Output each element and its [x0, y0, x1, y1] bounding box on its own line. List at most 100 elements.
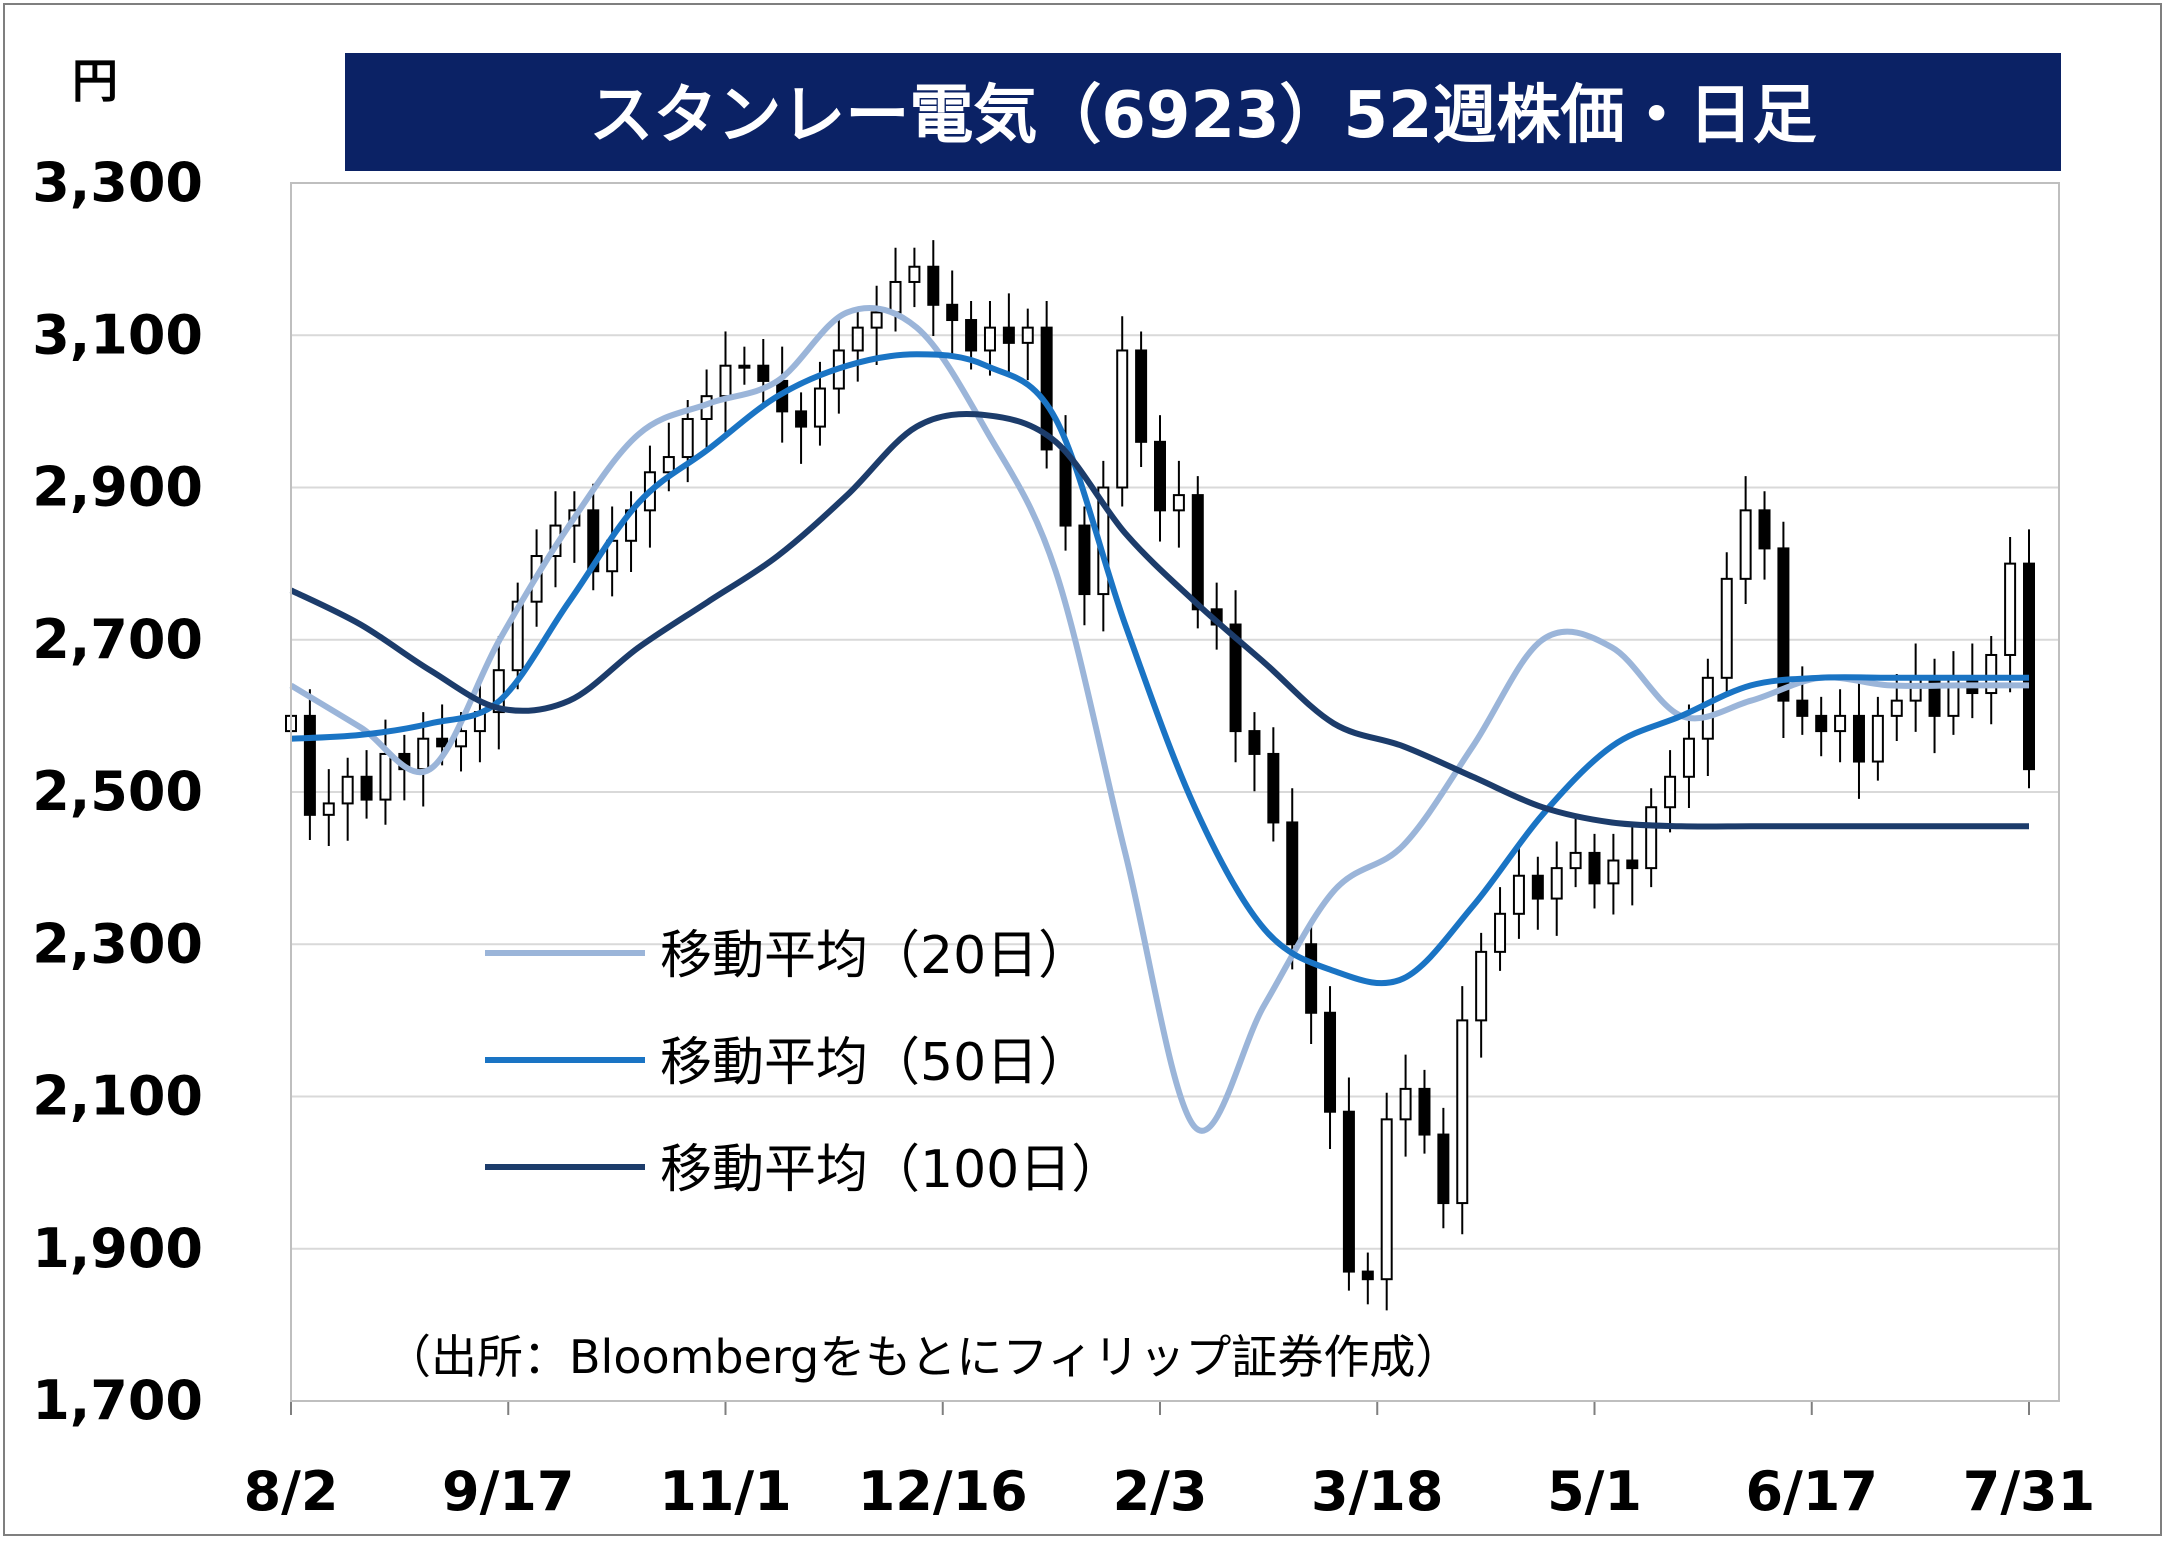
candle-body [1720, 577, 1733, 679]
candle-body [1871, 714, 1884, 763]
candle-body [1172, 494, 1185, 512]
y-tick-label: 2,700 [32, 608, 203, 671]
candle-body [813, 387, 826, 428]
y-tick-label: 1,900 [32, 1217, 203, 1280]
candle-body [1361, 1270, 1374, 1281]
candle-body [1305, 943, 1318, 1014]
candle-body [2023, 562, 2035, 771]
candle-body [492, 669, 505, 714]
candle-body [983, 326, 996, 352]
candle-body [1229, 623, 1242, 733]
candle-body [360, 775, 373, 801]
y-tick-label: 2,500 [32, 760, 203, 823]
candle-body [1494, 912, 1507, 953]
x-tick-label: 7/31 [1963, 1460, 2095, 1523]
candle-body [1116, 349, 1129, 489]
candle-body [1267, 752, 1280, 824]
candle-body [379, 752, 392, 801]
legend: 移動平均（20日） 移動平均（50日） 移動平均（100日） [485, 926, 1123, 1200]
candle-body [1021, 326, 1034, 344]
candle-body [511, 600, 524, 672]
candle-body [681, 417, 694, 459]
candle-body [1664, 775, 1677, 809]
source-note: （出所：Bloombergをもとにフィリップ証券作成） [385, 1330, 1461, 1384]
candle-body [719, 364, 732, 398]
candle-body [322, 802, 335, 816]
candle-body [1002, 326, 1015, 344]
x-tick-label: 8/2 [244, 1460, 339, 1523]
x-axis-ticks: 8/2 9/17 11/1 12/16 2/3 3/18 5/1 6/17 7/31 [244, 1401, 2095, 1523]
x-tick-label: 2/3 [1113, 1460, 1208, 1523]
candle-body [1569, 851, 1582, 870]
y-tick-label: 2,300 [32, 912, 203, 975]
candle-body [417, 737, 430, 771]
candle-body [1852, 714, 1865, 763]
candle-body [1815, 714, 1828, 733]
candle-body [1399, 1087, 1412, 1121]
legend-label-ma100: 移動平均（100日） [660, 1140, 1123, 1200]
candle-body [738, 364, 751, 369]
chart-title: スタンレー電気（6923）52週株価・日足 [589, 79, 1816, 153]
y-tick-label: 1,700 [32, 1369, 203, 1432]
candlesticks [285, 240, 2035, 1311]
candle-body [662, 456, 675, 474]
chart-frame: スタンレー電気（6923）52週株価・日足 円 3,300 3,100 2,900 2… [3, 3, 2162, 1536]
candle-body [1796, 699, 1809, 717]
y-tick-label: 3,300 [32, 151, 203, 214]
candle-body [1248, 730, 1261, 755]
gridlines [291, 182, 2059, 1402]
candle-body [1418, 1087, 1431, 1136]
ma100-line [289, 411, 2029, 830]
moving-average-lines [289, 305, 2029, 1134]
y-axis-ticks: 3,300 3,100 2,900 2,700 2,500 2,300 2,100 1,900… [32, 151, 203, 1432]
candle-body [1588, 851, 1601, 885]
candle-body [1758, 509, 1771, 550]
x-tick-label: 5/1 [1547, 1460, 1642, 1523]
legend-label-ma50: 移動平均（50日） [660, 1033, 1090, 1093]
x-tick-label: 6/17 [1746, 1460, 1878, 1523]
candle-body [1626, 859, 1639, 870]
candle-body [1777, 547, 1790, 702]
y-tick-label: 3,100 [32, 303, 203, 366]
candle-body [1078, 524, 1091, 596]
candle-body [1324, 1011, 1337, 1113]
candle-body [1380, 1118, 1393, 1281]
candle-body [946, 303, 959, 322]
candle-body [1890, 699, 1903, 717]
x-tick-label: 12/16 [858, 1460, 1028, 1523]
candle-body [1191, 494, 1204, 611]
legend-label-ma20: 移動平均（20日） [660, 926, 1090, 986]
candle-body [1342, 1110, 1355, 1273]
candle-body [341, 775, 354, 805]
x-tick-label: 9/17 [442, 1460, 574, 1523]
y-tick-label: 2,100 [32, 1065, 203, 1128]
candle-body [1909, 676, 1922, 702]
candle-body [587, 509, 600, 573]
candle-body [908, 265, 921, 283]
candle-body [1531, 874, 1544, 900]
candle-body [757, 364, 770, 382]
candle-body [851, 326, 864, 352]
candle-body [1550, 867, 1563, 900]
candle-body [965, 319, 978, 352]
candle-body [2004, 562, 2017, 656]
candle-body [889, 280, 902, 314]
candle-body [1607, 859, 1620, 885]
candle-body [1154, 440, 1166, 512]
candle-body [1645, 806, 1658, 870]
candle-body [1437, 1133, 1450, 1205]
y-axis-unit: 円 [72, 54, 118, 108]
candle-body [1682, 737, 1695, 778]
candle-body [1040, 326, 1053, 451]
candle-body [1739, 509, 1752, 580]
candle-body [1286, 821, 1299, 946]
candle-body [927, 265, 940, 306]
y-tick-label: 2,900 [32, 456, 203, 519]
plot-area [290, 182, 2060, 1402]
title-banner [345, 53, 2061, 171]
candle-body [1135, 349, 1148, 443]
candle-body [1834, 714, 1847, 733]
x-tick-label: 11/1 [659, 1460, 791, 1523]
candle-body [303, 714, 316, 816]
candle-body [436, 737, 449, 748]
